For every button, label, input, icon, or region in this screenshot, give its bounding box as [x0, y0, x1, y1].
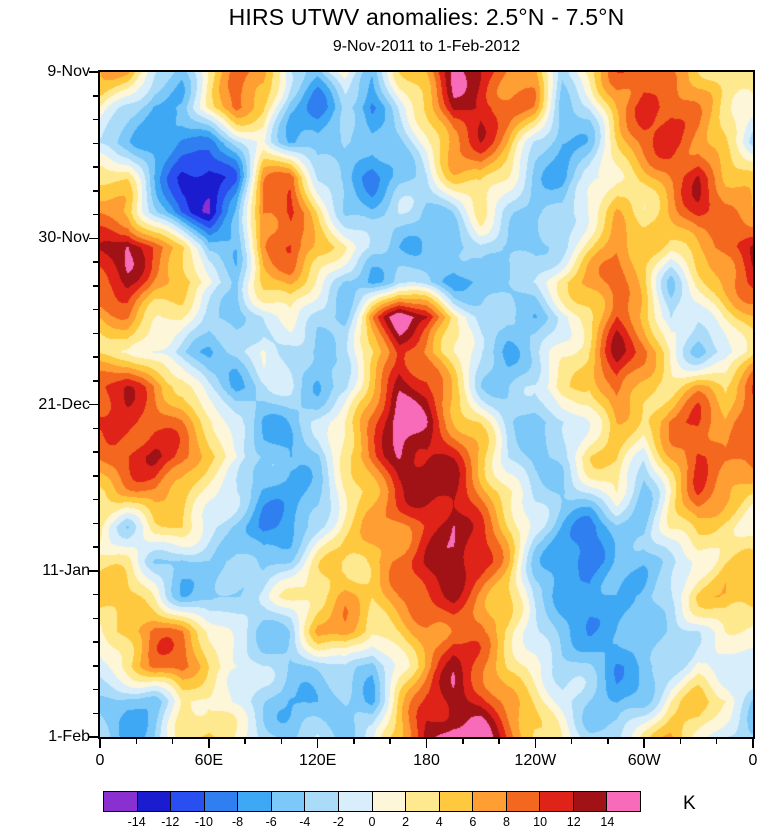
x-tick-label: 120E — [298, 752, 337, 769]
y-tick-label: 11-Jan — [42, 561, 90, 579]
colorbar — [103, 791, 641, 812]
x-minor-tick — [498, 739, 500, 744]
y-minor-tick — [93, 166, 98, 168]
colorbar-cell — [606, 791, 641, 812]
colorbar-tick-label: -12 — [161, 815, 180, 829]
colorbar-tick-label: -2 — [332, 815, 344, 829]
colorbar-tick-label: 6 — [469, 815, 477, 829]
x-major-tick — [534, 739, 537, 748]
colorbar-tick-label: -6 — [265, 815, 277, 829]
y-minor-tick — [93, 356, 98, 358]
colorbar-cell — [170, 791, 205, 812]
colorbar-cell — [405, 791, 440, 812]
colorbar-cell — [539, 791, 574, 812]
x-minor-tick — [135, 739, 138, 744]
y-minor-tick — [93, 213, 98, 216]
y-minor-tick — [93, 427, 98, 429]
x-tick-label: 0 — [748, 752, 758, 769]
colorbar-tick-label: 0 — [368, 815, 376, 829]
y-minor-tick — [93, 475, 98, 477]
x-tick-label: 60W — [627, 752, 661, 769]
colorbar-tick-label: 8 — [503, 815, 510, 829]
x-minor-tick — [679, 739, 682, 744]
colorbar-tick-label: 4 — [435, 815, 443, 829]
colorbar-tick-label: -10 — [194, 815, 213, 829]
y-minor-tick — [93, 261, 98, 263]
y-tick-label: 21-Dec — [38, 395, 90, 413]
x-tick-label: 0 — [95, 752, 105, 769]
x-minor-tick — [353, 739, 355, 744]
x-minor-tick — [389, 739, 391, 744]
y-minor-tick — [93, 546, 98, 548]
colorbar-cell — [371, 791, 407, 812]
x-minor-tick — [244, 739, 246, 744]
colorbar-tick-label: 14 — [600, 815, 615, 829]
y-minor-tick — [93, 522, 98, 524]
y-minor-tick — [93, 665, 98, 667]
chart-title: HIRS UTWV anomalies: 2.5°N - 7.5°N — [228, 4, 625, 30]
y-minor-tick — [93, 118, 98, 121]
colorbar-cell — [438, 791, 474, 812]
x-minor-tick — [715, 739, 718, 744]
y-minor-tick — [93, 380, 98, 382]
x-major-tick — [752, 739, 754, 748]
y-minor-tick — [93, 308, 98, 311]
x-major-tick — [643, 739, 645, 748]
y-minor-tick — [93, 451, 98, 453]
x-minor-tick — [280, 739, 283, 744]
x-minor-tick — [607, 739, 609, 744]
y-tick-label: 9-Nov — [47, 63, 90, 80]
y-major-tick — [89, 570, 98, 572]
y-major-tick — [89, 403, 98, 406]
x-major-tick — [316, 739, 319, 748]
y-minor-tick — [93, 498, 98, 501]
y-minor-tick — [93, 712, 98, 714]
y-minor-tick — [93, 617, 98, 619]
colorbar-cell — [237, 791, 272, 812]
x-major-tick — [208, 739, 210, 748]
x-tick-label: 120W — [514, 752, 557, 769]
colorbar-cell — [472, 791, 507, 812]
y-minor-tick — [93, 641, 98, 643]
x-tick-label: 180 — [413, 752, 440, 769]
y-minor-tick — [93, 332, 98, 334]
colorbar-tick-label: 10 — [533, 815, 548, 829]
y-minor-tick — [93, 285, 98, 287]
colorbar-cell — [136, 791, 172, 812]
y-minor-tick — [93, 95, 98, 97]
x-major-tick — [99, 739, 101, 748]
colorbar-tick-label: 12 — [566, 815, 581, 829]
y-minor-tick — [93, 688, 98, 691]
colorbar-cell — [103, 791, 138, 812]
y-tick-label: 30-Nov — [38, 229, 90, 247]
x-minor-tick — [462, 739, 464, 744]
heatmap-canvas — [100, 72, 753, 737]
x-minor-tick — [171, 739, 174, 744]
x-major-tick — [425, 739, 428, 748]
y-tick-label: 1-Feb — [48, 728, 90, 745]
colorbar-cell — [337, 791, 373, 812]
colorbar-cell — [270, 791, 306, 812]
y-major-tick — [89, 71, 98, 73]
x-minor-tick — [570, 739, 573, 744]
x-tick-label: 60E — [194, 752, 224, 769]
colorbar-tick-label: -14 — [127, 815, 146, 829]
chart-subtitle: 9-Nov-2011 to 1-Feb-2012 — [332, 38, 521, 55]
colorbar-tick-label: -4 — [299, 815, 311, 829]
y-minor-tick — [93, 142, 98, 144]
colorbar-tick-label: 2 — [402, 815, 410, 829]
y-minor-tick — [93, 190, 98, 192]
colorbar-tick-label: -8 — [231, 815, 244, 829]
colorbar-unit-label: K — [683, 793, 696, 814]
colorbar-cell — [505, 791, 541, 812]
plot-frame — [98, 70, 755, 739]
y-minor-tick — [93, 593, 98, 596]
colorbar-cell — [304, 791, 339, 812]
colorbar-cell — [203, 791, 239, 812]
y-major-tick — [89, 736, 98, 738]
y-major-tick — [89, 237, 98, 239]
colorbar-cell — [572, 791, 608, 812]
